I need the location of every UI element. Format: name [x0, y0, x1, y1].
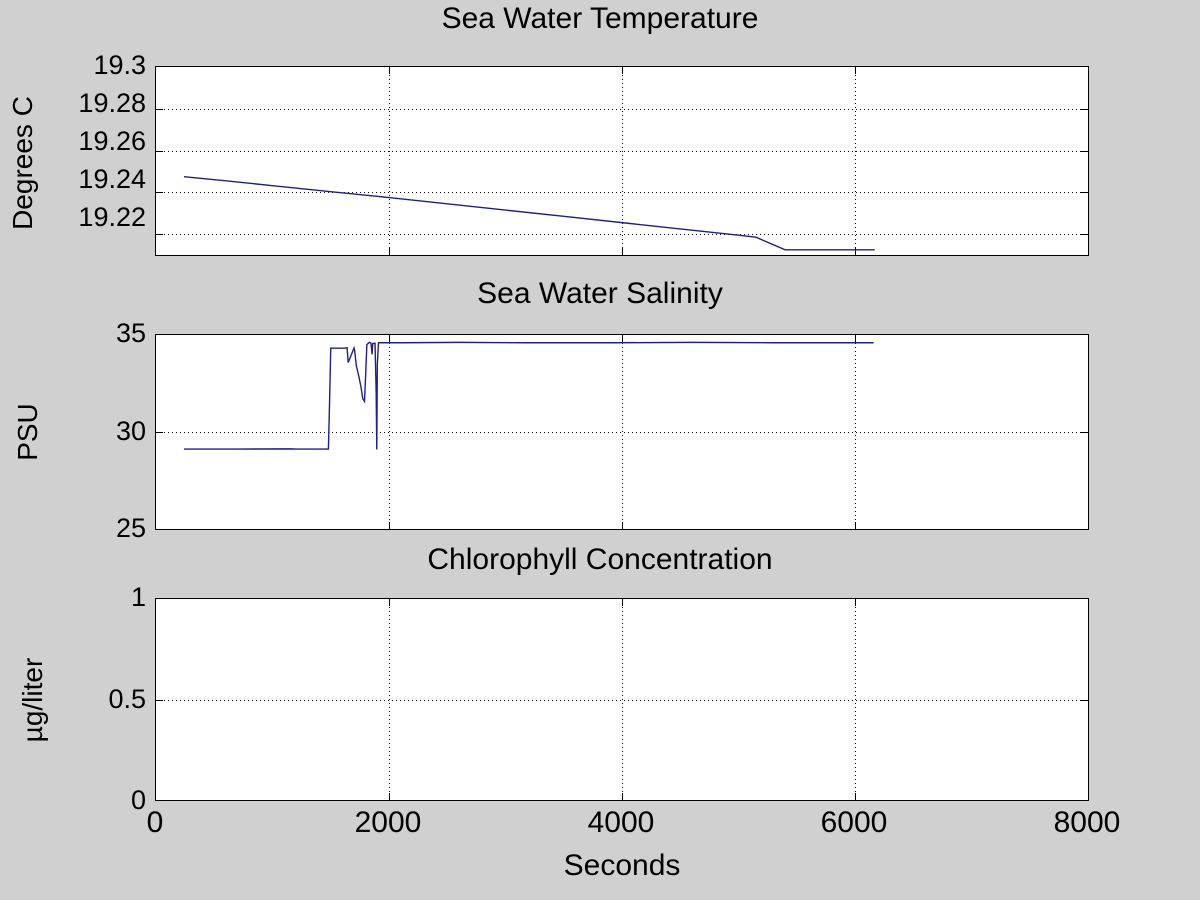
temperature-ytick-label: 19.28 — [78, 88, 146, 118]
x-axis-tick-label: 2000 — [354, 806, 422, 839]
chlorophyll-plot-area[interactable] — [155, 598, 1089, 801]
temperature-plot-area[interactable] — [155, 66, 1089, 256]
salinity-ytick-label: 35 — [115, 318, 146, 348]
data-series-line — [183, 341, 874, 450]
chlorophyll-panel-title: Chlorophyll Concentration — [427, 543, 773, 576]
salinity-plot-svg — [156, 335, 1088, 529]
chlorophyll-ytick-label: 0 — [130, 785, 146, 815]
x-axis-tick-label: 0 — [146, 806, 164, 839]
chlorophyll-ytick-label: 0.5 — [108, 684, 146, 714]
x-axis-tick-label: 8000 — [1053, 806, 1121, 839]
salinity-ytick-label: 25 — [115, 513, 146, 543]
salinity-panel-title: Sea Water Salinity — [477, 277, 723, 310]
temperature-ytick-label: 19.26 — [78, 126, 146, 156]
chlorophyll-ytick-label: 1 — [130, 582, 146, 612]
x-axis-tick-label: 6000 — [820, 806, 888, 839]
salinity-ytick-label: 30 — [115, 416, 146, 446]
chlorophyll-plot-svg — [156, 599, 1088, 800]
temperature-plot-svg — [156, 67, 1088, 255]
x-axis-label: Seconds — [563, 849, 681, 882]
temperature-panel-title: Sea Water Temperature — [441, 2, 759, 35]
data-series-line — [183, 175, 875, 251]
temperature-ytick-label: 19.24 — [78, 164, 146, 194]
temperature-ytick-label: 19.22 — [78, 202, 146, 232]
x-axis-tick-label: 4000 — [587, 806, 655, 839]
salinity-plot-area[interactable] — [155, 334, 1089, 530]
temperature-ytick-label: 19.3 — [93, 50, 146, 80]
